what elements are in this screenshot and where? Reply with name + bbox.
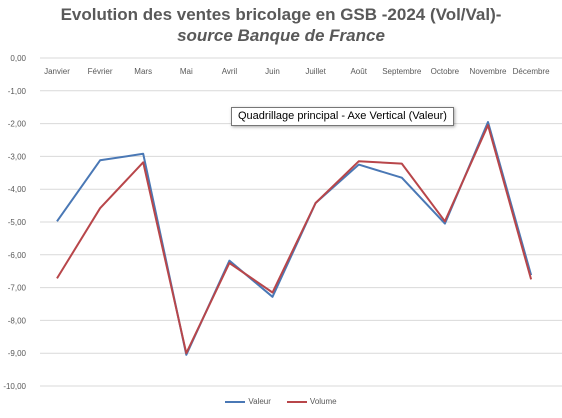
x-tick-label: Novembre [470, 67, 507, 76]
legend-label-valeur: Valeur [248, 397, 271, 406]
y-tick-label: -3,00 [8, 152, 27, 161]
data-point-volume [314, 202, 316, 204]
chart-title: Evolution des ventes bricolage en GSB -2… [60, 5, 502, 24]
legend-item-valeur[interactable]: Valeur [225, 397, 271, 406]
x-tick-label: Mai [180, 67, 193, 76]
x-tick-label: Février [88, 67, 113, 76]
legend-item-volume[interactable]: Volume [286, 397, 337, 406]
legend-swatch-valeur [225, 400, 246, 403]
data-point-valeur [228, 260, 230, 262]
data-point-valeur [142, 153, 144, 155]
y-tick-label: -4,00 [8, 185, 27, 194]
chart-title-block: Evolution des ventes bricolage en GSB -2… [0, 4, 562, 46]
y-tick-label: -8,00 [8, 316, 27, 325]
data-point-volume [56, 277, 58, 279]
data-point-valeur [56, 220, 58, 222]
x-tick-label: Juillet [305, 67, 326, 76]
y-tick-label: -7,00 [8, 284, 27, 293]
data-point-volume [530, 278, 532, 280]
series-line-valeur [56, 121, 533, 356]
data-point-volume [358, 160, 360, 162]
data-point-valeur [271, 296, 273, 298]
y-tick-label: 0,00 [10, 54, 26, 63]
x-tick-label: Août [350, 67, 367, 76]
x-tick-label: Janvier [44, 67, 70, 76]
data-point-valeur [358, 163, 360, 165]
y-tick-label: -1,00 [8, 87, 27, 96]
data-point-valeur [401, 177, 403, 179]
data-point-volume [185, 352, 187, 354]
x-tick-label: Décembre [513, 67, 550, 76]
y-tick-label: -2,00 [8, 120, 27, 129]
data-point-volume [142, 161, 144, 163]
y-tick-label: -10,00 [3, 382, 26, 391]
y-tick-label: -5,00 [8, 218, 27, 227]
data-point-valeur [444, 222, 446, 224]
data-point-volume [228, 262, 230, 264]
gridline-tooltip: Quadrillage principal - Axe Vertical (Va… [231, 107, 454, 126]
x-tick-label: Juin [265, 67, 280, 76]
x-tick-label: Avril [222, 67, 238, 76]
legend[interactable]: Valeur Volume [0, 397, 562, 406]
series-line-volume [56, 124, 533, 355]
legend-label-volume: Volume [309, 397, 337, 406]
y-tick-label: -9,00 [8, 349, 27, 358]
data-point-volume [401, 162, 403, 164]
y-tick-label: -6,00 [8, 251, 27, 260]
x-tick-label: Mars [134, 67, 152, 76]
data-point-volume [99, 207, 101, 209]
data-point-volume [487, 124, 489, 126]
data-point-volume [444, 220, 446, 222]
x-tick-label: Octobre [431, 67, 460, 76]
chart-subtitle: source Banque de France [177, 26, 385, 45]
legend-swatch-volume [286, 400, 307, 403]
data-point-volume [271, 291, 273, 293]
x-tick-label: Septembre [382, 67, 422, 76]
data-point-valeur [99, 159, 101, 161]
data-point-valeur [487, 121, 489, 123]
